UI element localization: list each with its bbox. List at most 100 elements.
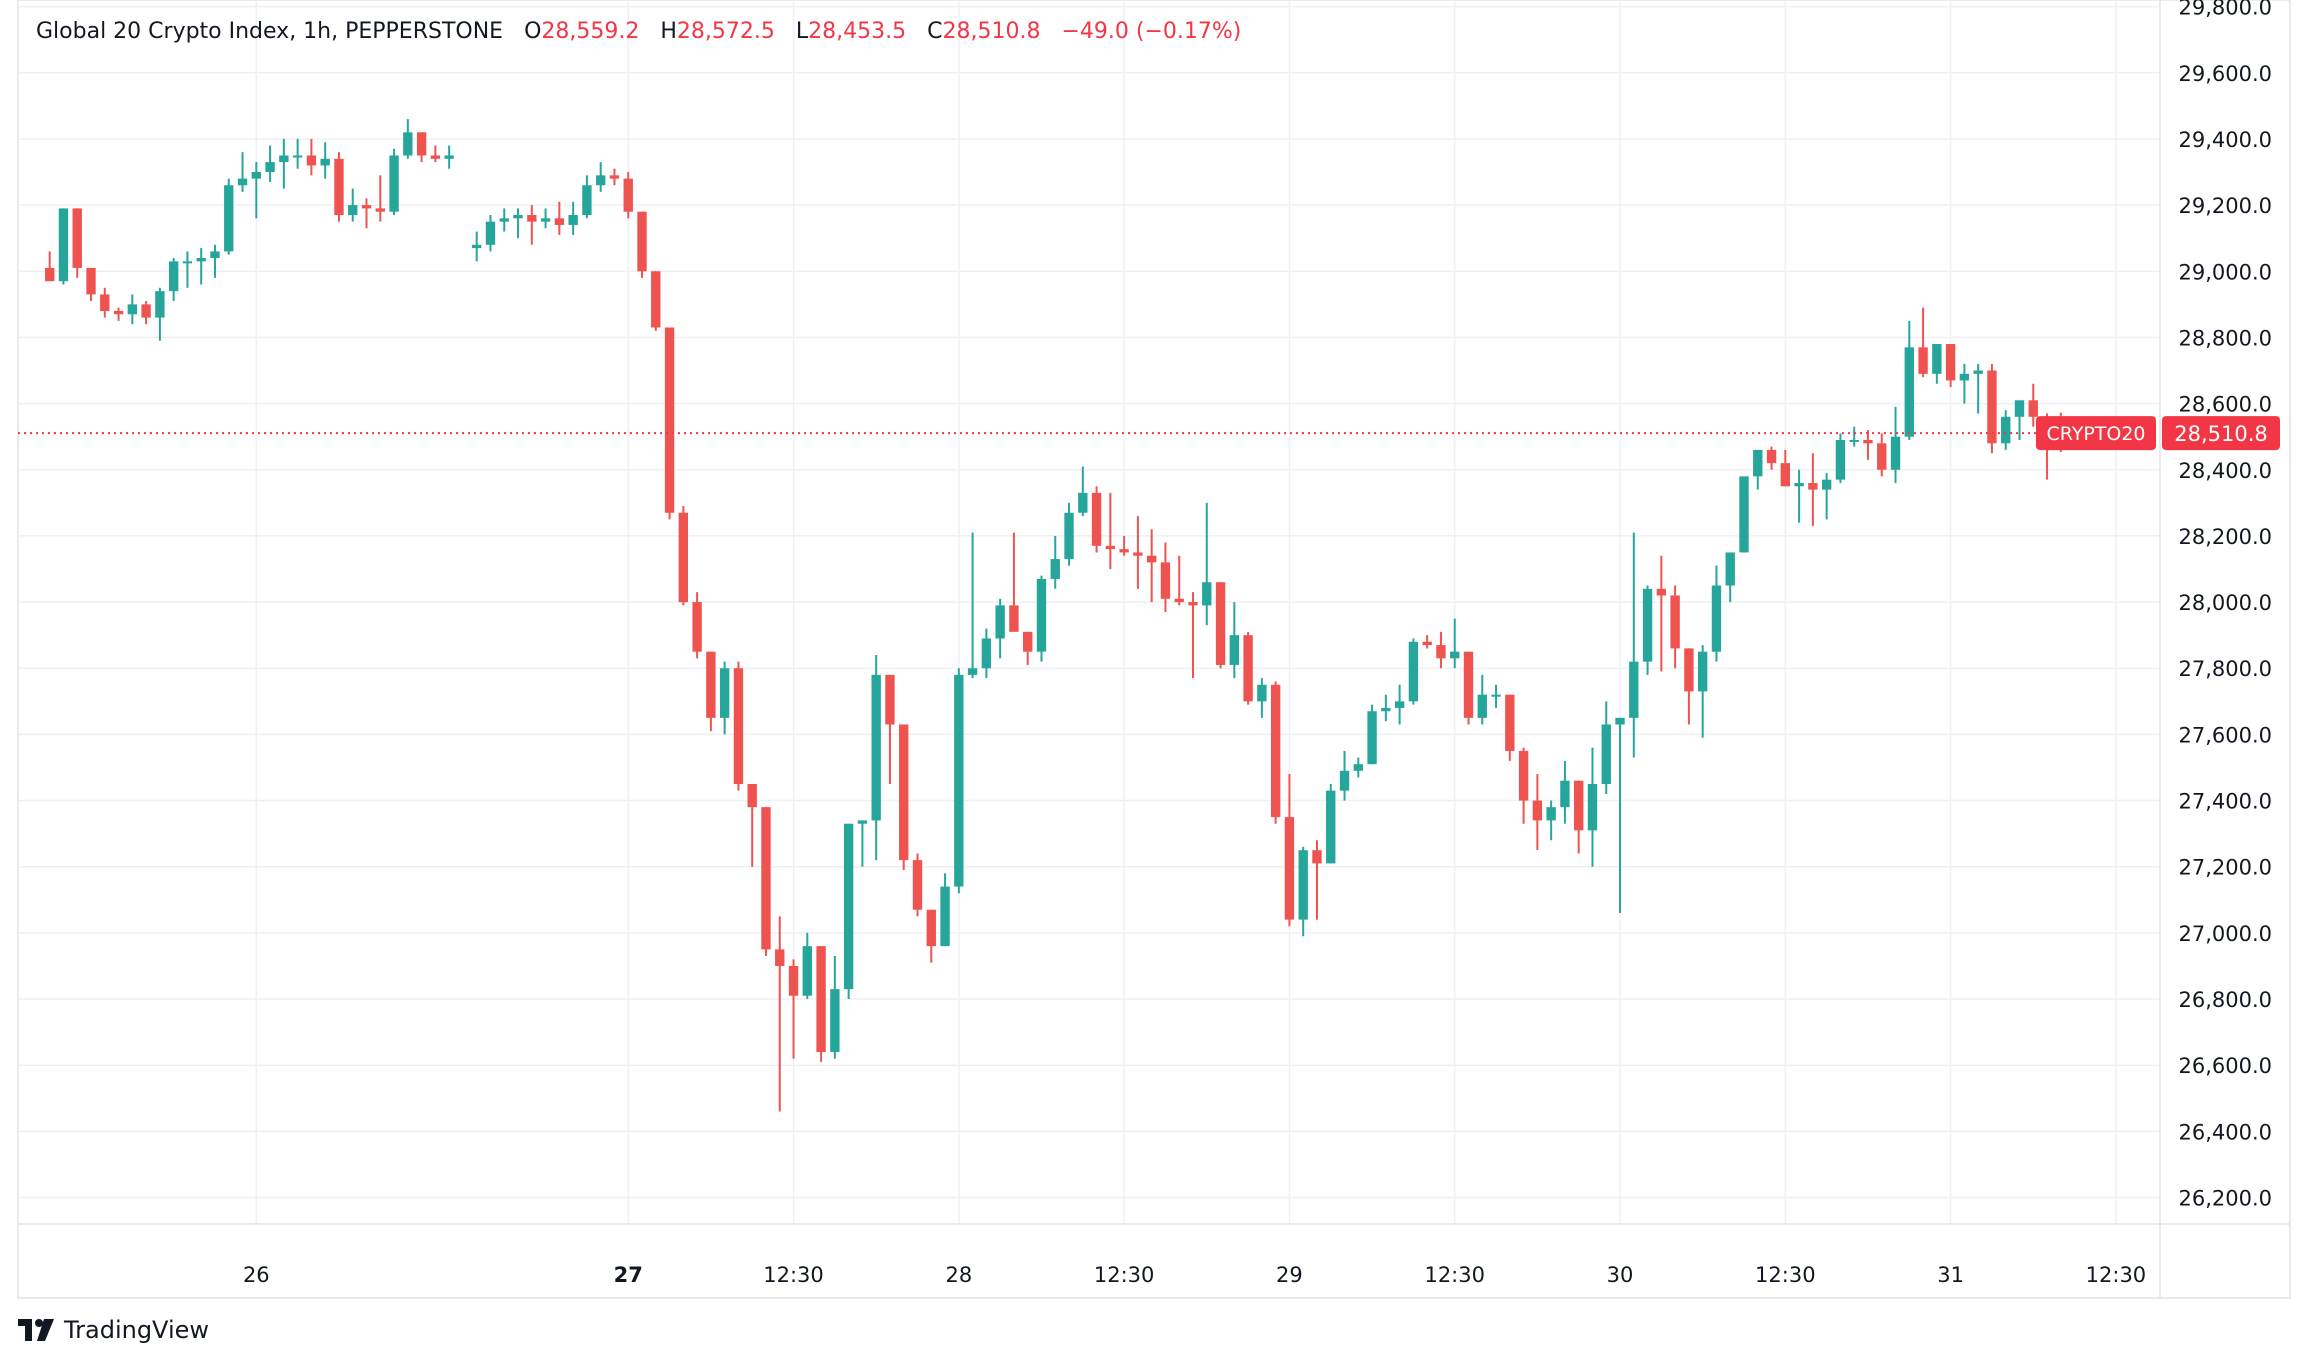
candle-body	[444, 155, 454, 159]
candle	[527, 205, 537, 245]
candle-body	[554, 218, 565, 225]
candle-body	[113, 310, 124, 315]
candle	[1863, 430, 1873, 460]
candle-body	[430, 155, 441, 159]
price-tick-label: 28,200.0	[2178, 525, 2272, 549]
candle-body	[1835, 439, 1846, 480]
candle-body	[1766, 449, 1777, 464]
candle-body	[1780, 463, 1791, 487]
candle	[72, 208, 82, 278]
candle	[1739, 476, 1749, 553]
tradingview-branding[interactable]: TradingView	[18, 1316, 209, 1344]
candle	[265, 145, 275, 182]
candle-body	[1987, 370, 1997, 444]
candle	[155, 287, 165, 341]
price-scale[interactable]: 26,200.0 26,400.0 26,600.0 26,800.0 27,000.0…	[2178, 0, 2272, 1211]
candle	[802, 932, 812, 1000]
candle	[1877, 433, 1887, 477]
candle	[1670, 585, 1680, 669]
price-tick-label: 27,400.0	[2178, 790, 2272, 814]
candle-body	[1381, 707, 1391, 712]
candle-body	[885, 674, 895, 725]
candle	[513, 208, 523, 239]
candle	[761, 807, 771, 957]
candle-body	[1642, 588, 1653, 662]
candle	[664, 327, 675, 520]
candle	[361, 198, 372, 229]
candle-body	[706, 651, 716, 718]
candle	[967, 532, 978, 679]
candle	[1394, 684, 1405, 725]
candle-body	[582, 185, 592, 216]
candle	[196, 248, 206, 285]
chart-frame	[17, 0, 2291, 1299]
candle-body	[375, 208, 385, 212]
candle-body	[1808, 482, 1818, 490]
time-scale[interactable]: 26 27 12:30 28 12:30 29 12:30 30 12:30 31 12:30	[243, 1263, 2146, 1287]
time-tick-label: 29	[1276, 1263, 1303, 1287]
symbol-badge	[2036, 416, 2156, 451]
candle	[857, 820, 868, 867]
candle	[568, 201, 578, 235]
time-tick-label: 27	[614, 1263, 643, 1287]
candle	[1794, 469, 1804, 523]
candle-body	[2014, 400, 2025, 417]
candle-body	[995, 605, 1005, 639]
candle	[1353, 757, 1363, 778]
candle	[1904, 320, 1914, 440]
change-value: −49.0 (−0.17%)	[1061, 19, 1241, 44]
price-tick-label: 27,000.0	[2178, 922, 2272, 946]
price-tick-label: 26,800.0	[2178, 988, 2272, 1012]
price-tick-label: 27,800.0	[2178, 657, 2272, 681]
candle-body	[1711, 585, 1722, 652]
candle-body	[485, 221, 496, 245]
candle-body	[1794, 482, 1804, 487]
candle-body	[348, 205, 358, 216]
candle-body	[58, 208, 69, 282]
candle	[595, 162, 606, 192]
price-tick-label: 29,800.0	[2178, 0, 2272, 20]
candle	[1959, 363, 1970, 404]
candle-body	[954, 674, 964, 887]
price-tick-label: 29,200.0	[2178, 194, 2272, 218]
candle	[1174, 555, 1184, 606]
candle-body	[1491, 694, 1501, 697]
candle-body	[86, 267, 96, 295]
candle	[251, 162, 261, 219]
candle	[1422, 635, 1432, 649]
candle	[885, 674, 895, 785]
candle-body	[1560, 780, 1570, 808]
candle-body	[141, 304, 151, 318]
candle-body	[761, 807, 771, 950]
candle	[389, 148, 399, 216]
candle	[706, 651, 716, 732]
candle	[1257, 678, 1267, 718]
price-tick-label: 27,200.0	[2178, 856, 2272, 880]
candle-body	[1036, 578, 1047, 652]
candle	[1615, 717, 1625, 914]
candle	[279, 138, 289, 189]
candle	[1932, 344, 1942, 384]
symbol-title: Global 20 Crypto Index, 1h, PEPPERSTONE	[36, 19, 503, 44]
candle	[1188, 592, 1198, 679]
candle	[554, 201, 565, 235]
price-tick-label: 26,200.0	[2178, 1187, 2272, 1211]
candle	[1450, 618, 1460, 669]
candle	[141, 301, 151, 325]
candle-body	[1904, 347, 1914, 437]
candle	[127, 294, 138, 325]
candle	[1298, 846, 1308, 937]
candle-body	[747, 784, 757, 808]
candle	[1656, 555, 1667, 672]
candle-body	[2001, 416, 2011, 444]
candle-body	[265, 162, 275, 173]
candle-body	[1202, 582, 1212, 606]
open-value: 28,559.2	[541, 19, 639, 44]
time-tick-label: 12:30	[763, 1263, 824, 1287]
candle-body	[1367, 711, 1377, 765]
price-tick-label: 29,000.0	[2178, 260, 2272, 284]
candle-body	[1312, 850, 1322, 864]
candle	[292, 138, 303, 169]
candle-body	[1821, 479, 1832, 490]
